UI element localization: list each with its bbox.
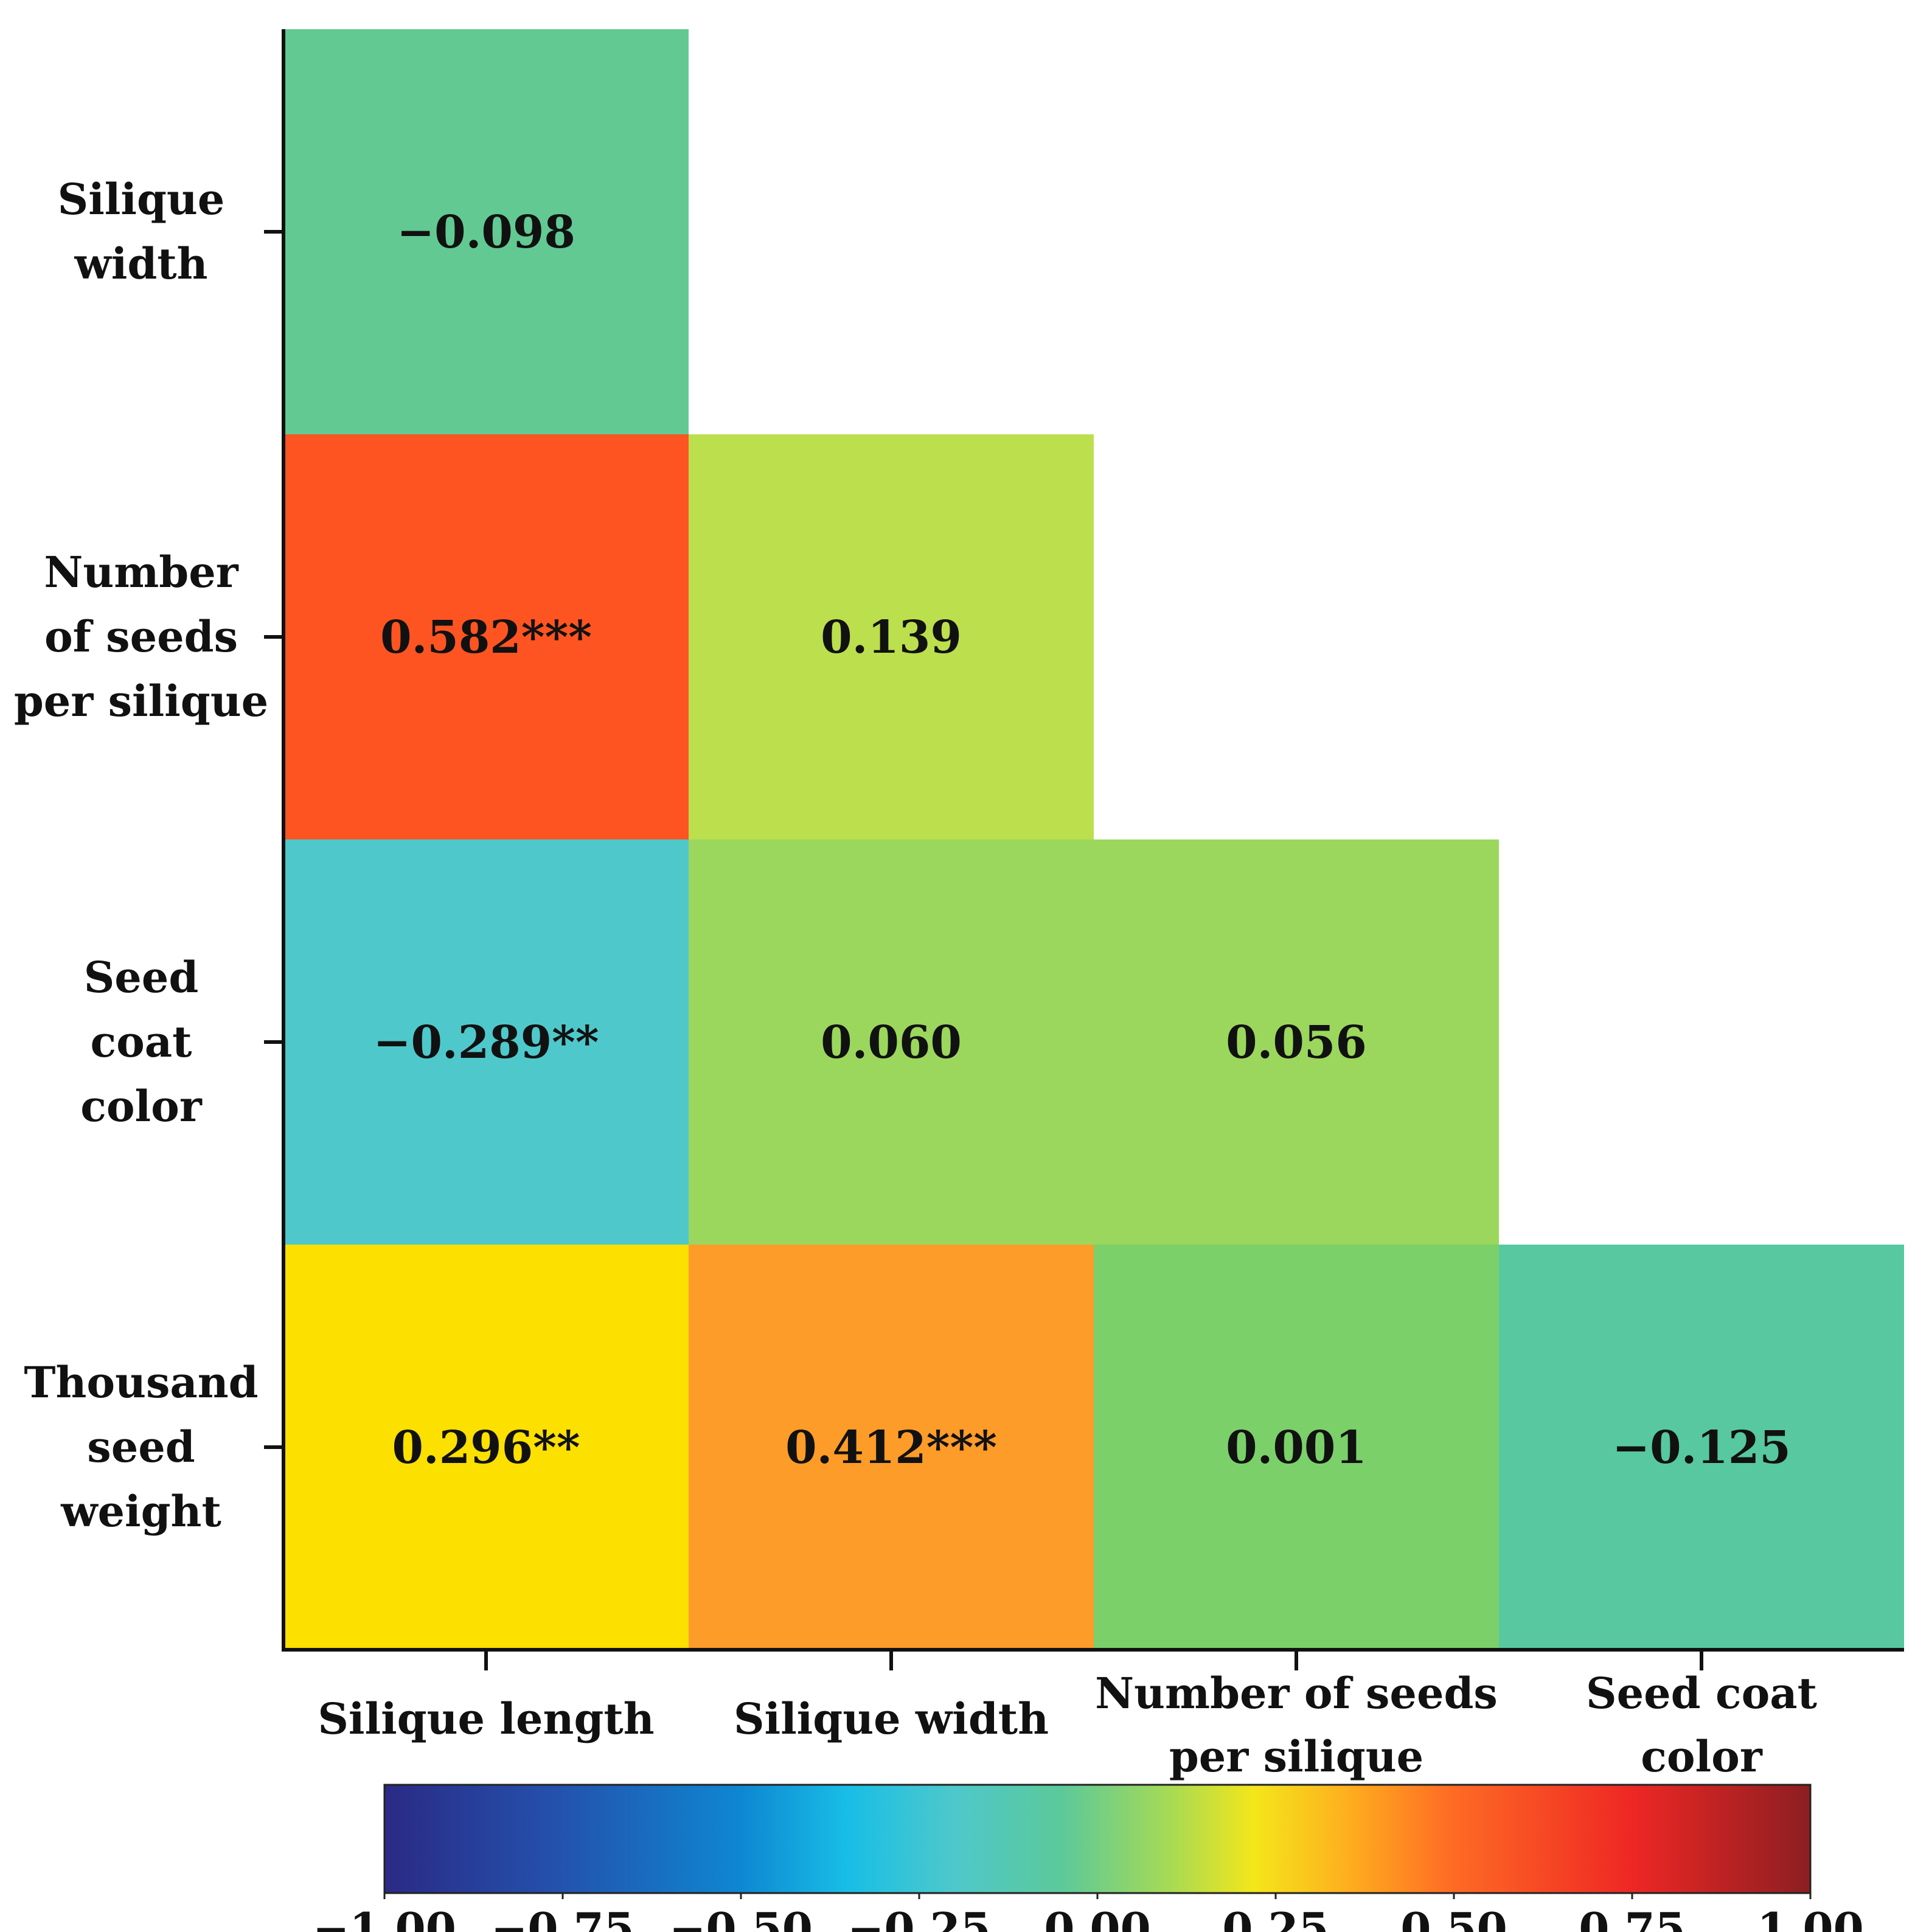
colorbar-tick-label: 0.25: [1222, 1903, 1329, 1932]
colorbar-tick-label: −0.50: [669, 1903, 813, 1932]
colorbar-tick-label: −0.75: [491, 1903, 634, 1932]
cell-value-label: −0.289**: [373, 1016, 599, 1069]
colorbar-tick-label: −1.00: [313, 1903, 456, 1932]
column-label: color: [1641, 1731, 1763, 1782]
colorbar-tick-label: 1.00: [1757, 1903, 1863, 1932]
cell-value-label: −0.098: [397, 206, 575, 259]
heatmap-cell: [1094, 1245, 1499, 1650]
column-label: per silique: [1169, 1731, 1423, 1782]
cell-value-label: 0.060: [821, 1016, 962, 1069]
heatmap-cells: −0.098 0.582*** 0.139 −0.289** 0.060 0.056 0.2…: [283, 29, 1904, 1650]
cell-value-label: −0.125: [1612, 1422, 1791, 1474]
column-label: Silique length: [318, 1694, 654, 1744]
heatmap-cell: [1094, 839, 1499, 1245]
heatmap-cell: [283, 1245, 689, 1650]
cell-value-label: 0.412***: [785, 1422, 997, 1474]
cell-value-label: 0.296**: [392, 1422, 580, 1474]
heatmap-cell: [283, 839, 689, 1245]
colorbar: −1.00 −0.75 −0.50 −0.25 0.00 0.25 0.50 0.75 1.00: [313, 1784, 1864, 1932]
heatmap-cell: [1499, 1245, 1904, 1650]
row-label: of seeds: [44, 611, 238, 662]
row-label: per silique: [14, 676, 268, 726]
colorbar-tick-label: 0.75: [1579, 1903, 1685, 1932]
row-label: seed: [87, 1422, 195, 1472]
cell-value-label: 0.582***: [380, 611, 592, 664]
colorbar-gradient: [383, 1784, 1812, 1894]
row-label: Thousand: [24, 1357, 258, 1408]
row-label: Number: [44, 547, 238, 597]
column-label: Number of seeds: [1095, 1668, 1498, 1718]
column-label: Silique width: [734, 1694, 1049, 1744]
cell-value-label: 0.139: [821, 611, 962, 664]
colorbar-tick-label: 0.00: [1044, 1903, 1150, 1932]
axes: [264, 29, 1904, 1670]
colorbar-tick-label: −0.25: [847, 1903, 991, 1932]
heatmap-cell: [689, 839, 1094, 1245]
row-label: Seed: [84, 952, 199, 1002]
cell-value-label: 0.001: [1226, 1422, 1367, 1474]
heatmap-cell: [689, 434, 1094, 839]
heatmap-cell: [283, 434, 689, 839]
colorbar-tick-label: 0.50: [1400, 1903, 1507, 1932]
row-label: Silique: [58, 174, 225, 224]
heatmap-cell: [689, 1245, 1094, 1650]
cell-value-label: 0.056: [1226, 1016, 1367, 1069]
heatmap-cell: [283, 29, 689, 434]
row-labels: Silique width Number of seeds per silique See…: [14, 174, 268, 1537]
row-label: color: [80, 1081, 203, 1131]
column-label: Seed coat: [1586, 1668, 1817, 1718]
row-label: width: [74, 238, 207, 289]
column-labels: Silique length Silique width Number of see…: [318, 1668, 1817, 1782]
row-label: coat: [90, 1016, 192, 1067]
row-label: weight: [60, 1486, 221, 1537]
